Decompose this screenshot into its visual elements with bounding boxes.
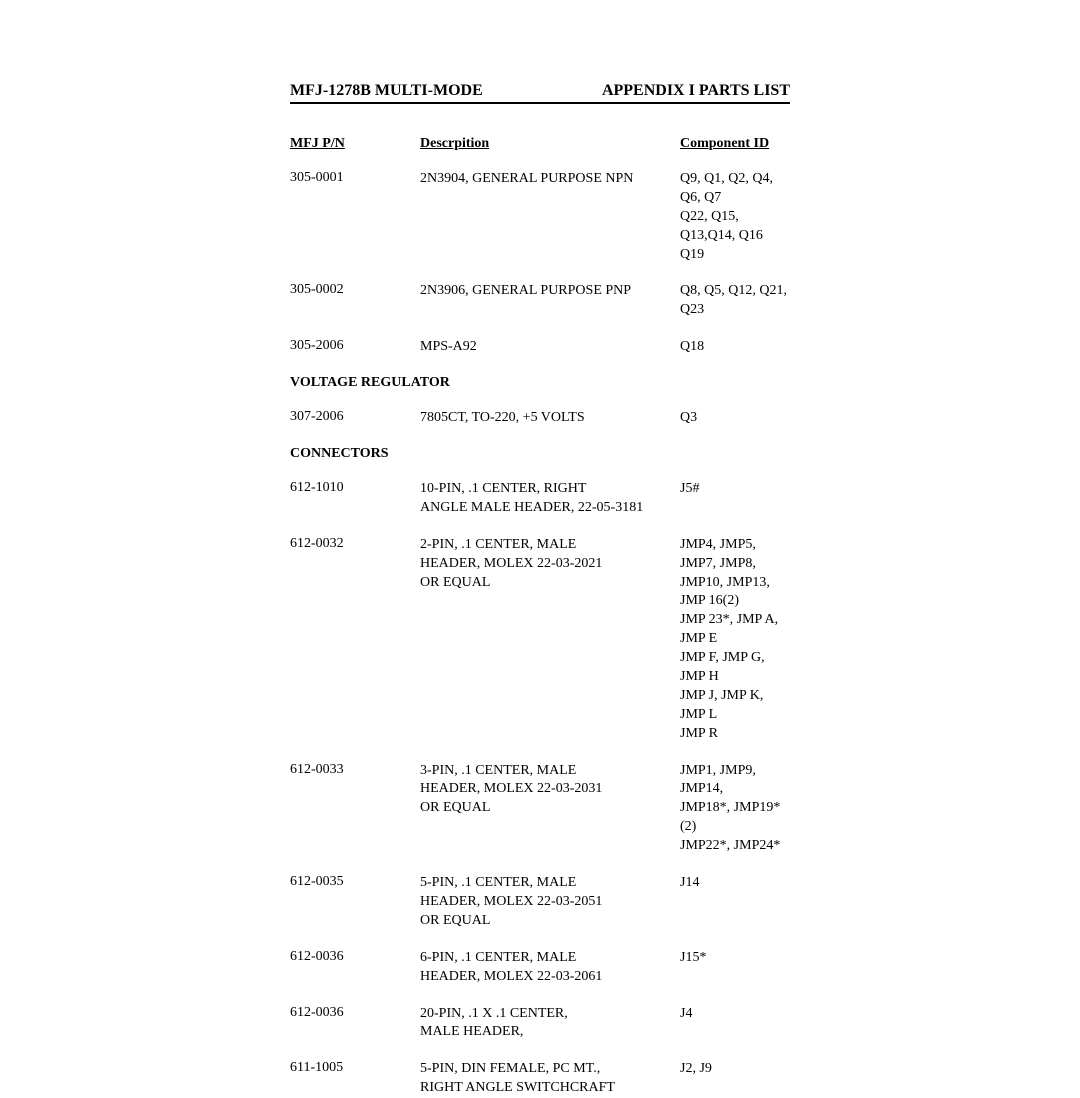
cell-pn: 305-0002 (290, 282, 420, 298)
cell-description: 2N3904, GENERAL PURPOSE NPN (420, 170, 680, 189)
table-row: 611-10055-PIN, DIN FEMALE, PC MT., RIGHT… (290, 1060, 790, 1098)
table-row: 612-00355-PIN, .1 CENTER, MALE HEADER, M… (290, 874, 790, 931)
cell-pn: 612-0032 (290, 536, 420, 552)
table-row: 612-003620-PIN, .1 X .1 CENTER, MALE HEA… (290, 1005, 790, 1043)
table-row: 307-20067805CT, TO-220, +5 VOLTSQ3 (290, 409, 790, 428)
table-row: 612-00322-PIN, .1 CENTER, MALE HEADER, M… (290, 536, 790, 744)
parts-list-body: 305-00012N3904, GENERAL PURPOSE NPNQ9, Q… (290, 170, 790, 1098)
cell-description: 2N3906, GENERAL PURPOSE PNP (420, 282, 680, 301)
cell-description: 5-PIN, .1 CENTER, MALE HEADER, MOLEX 22-… (420, 874, 680, 931)
table-row: 305-00022N3906, GENERAL PURPOSE PNPQ8, Q… (290, 282, 790, 320)
header-left: MFJ-1278B MULTI-MODE (290, 82, 483, 100)
cell-component-id: J5# (680, 480, 790, 499)
table-row: 612-00366-PIN, .1 CENTER, MALE HEADER, M… (290, 949, 790, 987)
cell-description: 20-PIN, .1 X .1 CENTER, MALE HEADER, (420, 1005, 680, 1043)
cell-component-id: J2, J9 (680, 1060, 790, 1079)
table-row: 612-00333-PIN, .1 CENTER, MALE HEADER, M… (290, 762, 790, 856)
cell-pn: 612-1010 (290, 480, 420, 496)
cell-description: 7805CT, TO-220, +5 VOLTS (420, 409, 680, 428)
header-right: APPENDIX I PARTS LIST (602, 82, 790, 100)
cell-description: 3-PIN, .1 CENTER, MALE HEADER, MOLEX 22-… (420, 762, 680, 819)
cell-description: MPS-A92 (420, 338, 680, 357)
cell-component-id: J15* (680, 949, 790, 968)
cell-description: 2-PIN, .1 CENTER, MALE HEADER, MOLEX 22-… (420, 536, 680, 593)
cell-pn: 612-0036 (290, 1005, 420, 1021)
cell-pn: 612-0035 (290, 874, 420, 890)
section-title: VOLTAGE REGULATOR (290, 375, 790, 391)
cell-component-id: Q18 (680, 338, 790, 357)
col-header-pn: MFJ P/N (290, 136, 420, 152)
cell-description: 5-PIN, DIN FEMALE, PC MT., RIGHT ANGLE S… (420, 1060, 680, 1098)
cell-pn: 307-2006 (290, 409, 420, 425)
page-header: MFJ-1278B MULTI-MODE APPENDIX I PARTS LI… (290, 82, 790, 104)
cell-component-id: Q3 (680, 409, 790, 428)
cell-component-id: J14 (680, 874, 790, 893)
cell-component-id: Q8, Q5, Q12, Q21, Q23 (680, 282, 790, 320)
page: MFJ-1278B MULTI-MODE APPENDIX I PARTS LI… (0, 0, 1080, 1098)
col-header-comp: Component ID (680, 136, 790, 152)
table-row: 305-00012N3904, GENERAL PURPOSE NPNQ9, Q… (290, 170, 790, 264)
cell-component-id: J4 (680, 1005, 790, 1024)
cell-pn: 612-0036 (290, 949, 420, 965)
col-header-desc: Descrpition (420, 136, 680, 152)
cell-description: 6-PIN, .1 CENTER, MALE HEADER, MOLEX 22-… (420, 949, 680, 987)
column-headers: MFJ P/N Descrpition Component ID (290, 136, 790, 152)
cell-pn: 612-0033 (290, 762, 420, 778)
cell-component-id: JMP4, JMP5, JMP7, JMP8, JMP10, JMP13, JM… (680, 536, 790, 744)
cell-pn: 611-1005 (290, 1060, 420, 1076)
table-row: 612-101010-PIN, .1 CENTER, RIGHT ANGLE M… (290, 480, 790, 518)
cell-description: 10-PIN, .1 CENTER, RIGHT ANGLE MALE HEAD… (420, 480, 680, 518)
table-row: 305-2006MPS-A92Q18 (290, 338, 790, 357)
cell-component-id: JMP1, JMP9, JMP14, JMP18*, JMP19*(2) JMP… (680, 762, 790, 856)
cell-pn: 305-0001 (290, 170, 420, 186)
cell-component-id: Q9, Q1, Q2, Q4, Q6, Q7 Q22, Q15, Q13,Q14… (680, 170, 790, 264)
section-title: CONNECTORS (290, 446, 790, 462)
cell-pn: 305-2006 (290, 338, 420, 354)
